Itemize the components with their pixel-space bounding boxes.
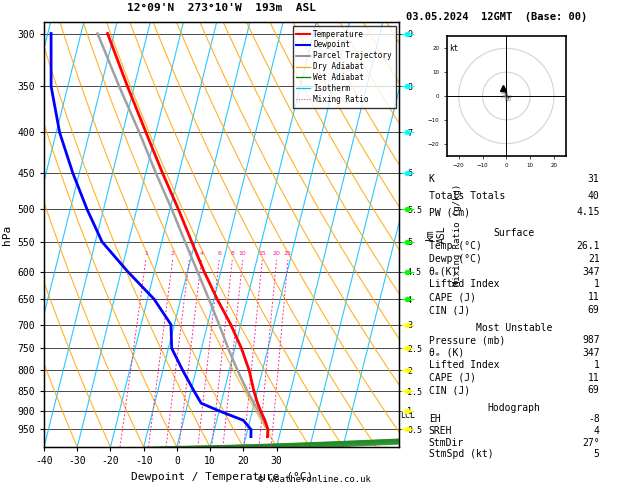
Y-axis label: km
ASL: km ASL — [425, 226, 447, 243]
Text: 2: 2 — [170, 251, 175, 256]
Text: 69: 69 — [588, 305, 599, 315]
Text: -8: -8 — [588, 414, 599, 424]
Text: © weatheronline.co.uk: © weatheronline.co.uk — [258, 474, 371, 484]
Text: 347: 347 — [582, 267, 599, 277]
Text: 03.05.2024  12GMT  (Base: 00): 03.05.2024 12GMT (Base: 00) — [406, 12, 587, 22]
Y-axis label: hPa: hPa — [2, 225, 12, 244]
Text: SREH: SREH — [429, 426, 452, 436]
Text: 31: 31 — [588, 174, 599, 184]
Text: 1: 1 — [594, 361, 599, 370]
Text: 26.1: 26.1 — [576, 241, 599, 251]
Text: 4.15: 4.15 — [576, 207, 599, 217]
Text: Lifted Index: Lifted Index — [429, 279, 499, 289]
Text: 4: 4 — [594, 426, 599, 436]
Text: CAPE (J): CAPE (J) — [429, 292, 476, 302]
Text: 6: 6 — [217, 251, 221, 256]
Text: Dewp (°C): Dewp (°C) — [429, 254, 482, 264]
Text: 27°: 27° — [582, 437, 599, 448]
Text: 60: 60 — [506, 98, 512, 103]
Text: PW (cm): PW (cm) — [429, 207, 470, 217]
Text: 3: 3 — [187, 251, 191, 256]
Text: 987: 987 — [582, 335, 599, 346]
Text: StmDir: StmDir — [429, 437, 464, 448]
Text: Lifted Index: Lifted Index — [429, 361, 499, 370]
Text: LCL: LCL — [401, 411, 415, 420]
Text: 11: 11 — [588, 373, 599, 383]
Text: 347: 347 — [582, 348, 599, 358]
Text: Temp (°C): Temp (°C) — [429, 241, 482, 251]
Text: 15: 15 — [259, 251, 266, 256]
Text: CIN (J): CIN (J) — [429, 305, 470, 315]
Text: Most Unstable: Most Unstable — [476, 323, 552, 333]
Text: 8: 8 — [230, 251, 234, 256]
Text: CIN (J): CIN (J) — [429, 385, 470, 396]
Text: Surface: Surface — [494, 228, 535, 238]
Legend: Temperature, Dewpoint, Parcel Trajectory, Dry Adiabat, Wet Adiabat, Isotherm, Mi: Temperature, Dewpoint, Parcel Trajectory… — [292, 26, 396, 108]
Text: CAPE (J): CAPE (J) — [429, 373, 476, 383]
Text: 11: 11 — [588, 292, 599, 302]
Text: 20: 20 — [501, 89, 507, 95]
Text: 40: 40 — [503, 94, 509, 99]
Text: 1: 1 — [144, 251, 148, 256]
Text: StmSpd (kt): StmSpd (kt) — [429, 450, 494, 459]
Text: 69: 69 — [588, 385, 599, 396]
Text: θₑ(K): θₑ(K) — [429, 267, 459, 277]
Text: 20: 20 — [272, 251, 281, 256]
Text: 1: 1 — [594, 279, 599, 289]
Text: K: K — [429, 174, 435, 184]
Text: 5: 5 — [594, 450, 599, 459]
Text: 40: 40 — [588, 191, 599, 201]
Text: Hodograph: Hodograph — [487, 402, 541, 413]
Text: 12°09'N  273°10'W  193m  ASL: 12°09'N 273°10'W 193m ASL — [127, 3, 316, 13]
Text: Mixing Ratio (g/kg): Mixing Ratio (g/kg) — [453, 183, 462, 286]
Text: θₑ (K): θₑ (K) — [429, 348, 464, 358]
Text: 4: 4 — [199, 251, 203, 256]
Text: EH: EH — [429, 414, 440, 424]
Text: 10: 10 — [239, 251, 247, 256]
Text: 25: 25 — [284, 251, 292, 256]
Text: 21: 21 — [588, 254, 599, 264]
Text: Pressure (mb): Pressure (mb) — [429, 335, 505, 346]
X-axis label: Dewpoint / Temperature (°C): Dewpoint / Temperature (°C) — [131, 472, 313, 482]
Text: kt: kt — [449, 44, 459, 52]
Text: Totals Totals: Totals Totals — [429, 191, 505, 201]
